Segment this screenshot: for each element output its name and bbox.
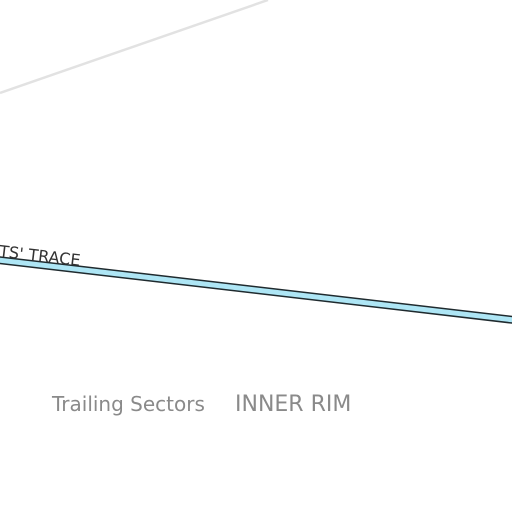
place-label-trailing-sectors: Trailing Sectors	[51, 392, 205, 416]
minor-path	[0, 0, 269, 95]
place-label-inner-rim: INNER RIM	[235, 392, 351, 417]
road[interactable]	[0, 257, 512, 323]
